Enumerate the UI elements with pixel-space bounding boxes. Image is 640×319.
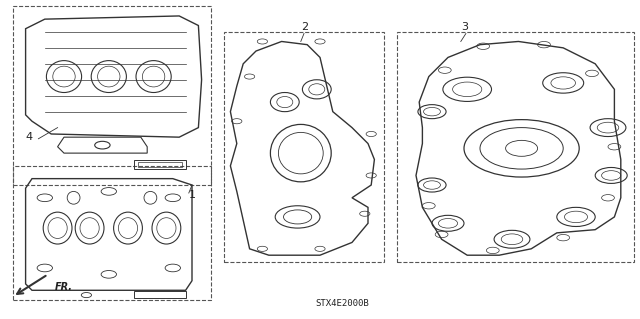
Bar bbox=[134, 160, 186, 169]
Text: 4: 4 bbox=[26, 132, 33, 142]
Bar bbox=[397, 32, 634, 262]
Bar bbox=[13, 166, 211, 300]
Text: 3: 3 bbox=[461, 22, 468, 32]
Text: STX4E2000B: STX4E2000B bbox=[316, 299, 369, 308]
Bar bbox=[134, 291, 186, 298]
Text: 2: 2 bbox=[301, 22, 308, 32]
Bar bbox=[13, 6, 211, 185]
Bar bbox=[224, 32, 384, 262]
Text: FR.: FR. bbox=[54, 282, 72, 292]
Text: 1: 1 bbox=[189, 190, 196, 200]
Bar bbox=[138, 162, 182, 167]
